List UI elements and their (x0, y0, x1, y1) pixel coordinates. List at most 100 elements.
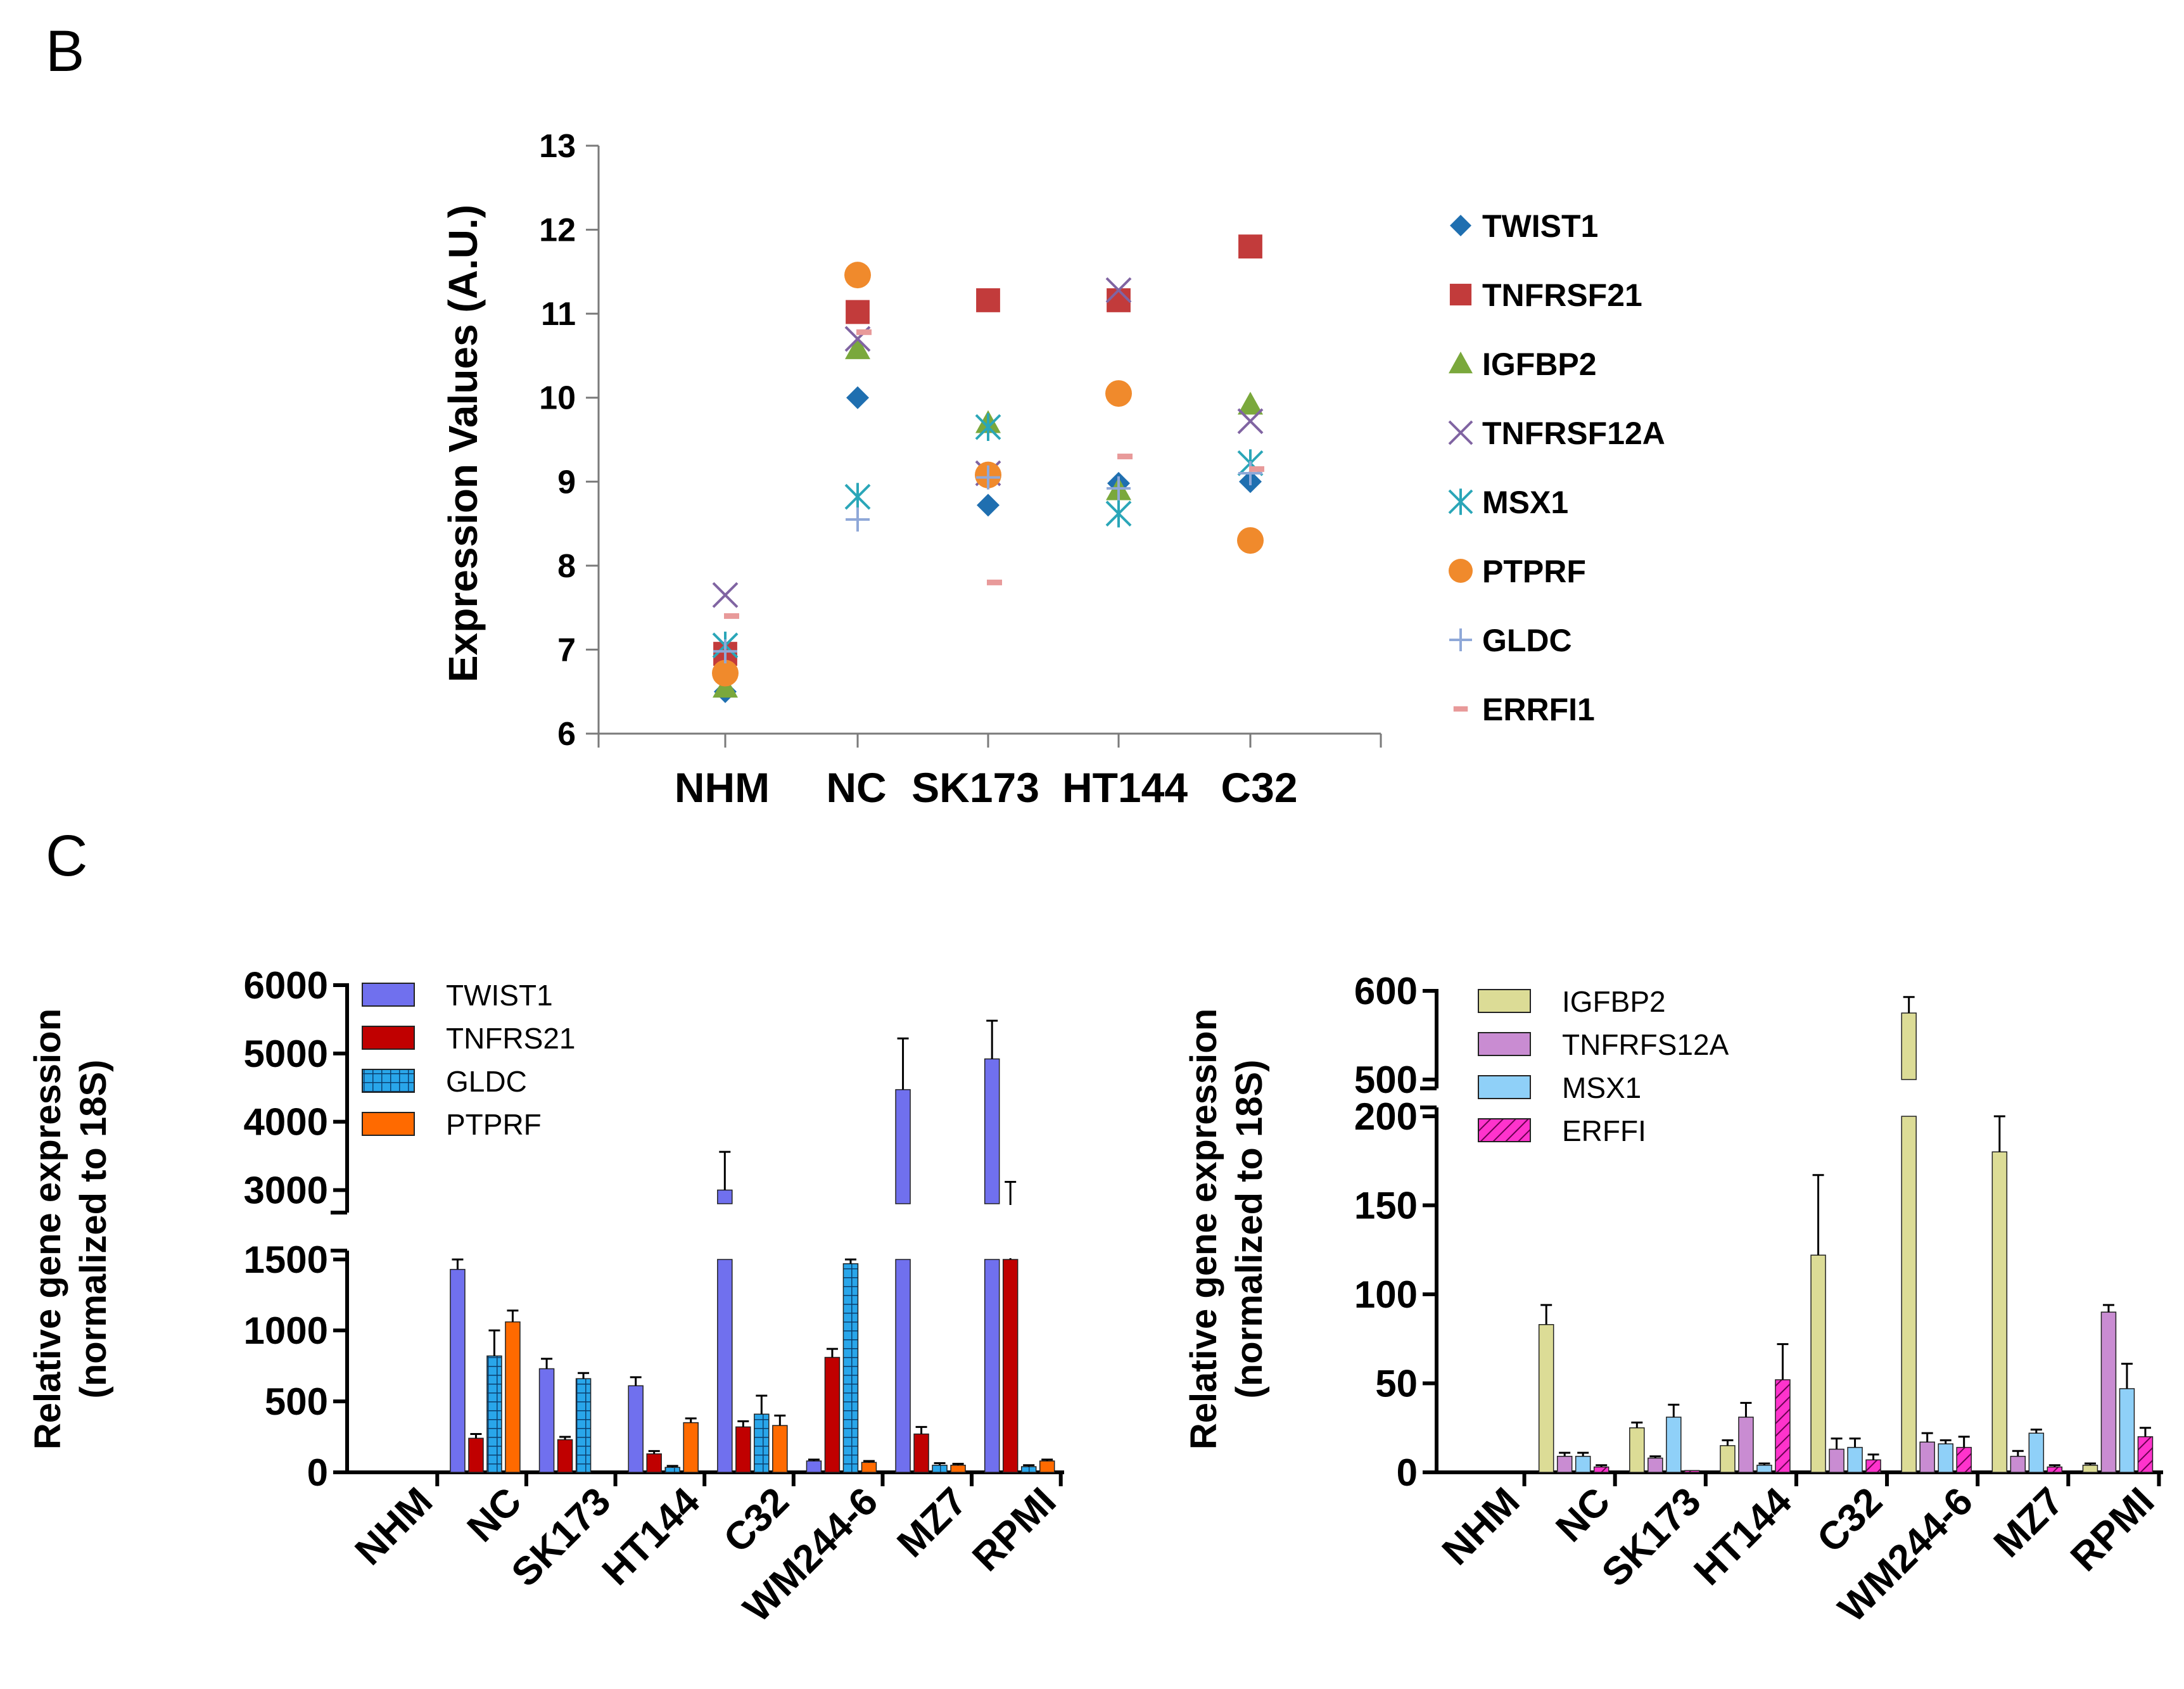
b-y-tick-label: 9 (557, 464, 576, 500)
cl-bar-twist1 (538, 1368, 555, 1473)
cr-bar-tnfrfs12a (2100, 1311, 2117, 1473)
cl-y-axis-title-line2: (normalized to 18S) (73, 1060, 114, 1399)
cl-bar-tnfrs21 (557, 1439, 573, 1473)
b-category-label: HT144 (1062, 764, 1188, 811)
cl-bar-ptprf (950, 1465, 966, 1473)
cr-bar-msx1 (2119, 1388, 2135, 1473)
cr-category-label: NC (1547, 1479, 1618, 1550)
b-point-errfi1 (987, 579, 1002, 585)
b-point-gldc (1107, 476, 1131, 500)
cr-bar-erffi (1865, 1459, 1881, 1473)
cl-bar-ptprf (861, 1462, 877, 1473)
b-point-tnfrsf12a (1237, 408, 1264, 435)
b-legend-marker-igfbp2 (1449, 352, 1473, 374)
b-point-gldc (1238, 461, 1262, 486)
cl-legend-swatch (362, 983, 415, 1007)
cl-category-label: NHM (347, 1479, 441, 1574)
b-category-label: C32 (1221, 764, 1297, 811)
cl-legend-label: TWIST1 (446, 979, 553, 1012)
cr-category-label: MZ7 (1986, 1479, 2072, 1565)
cl-bar-tnfrs21 (913, 1433, 929, 1473)
cl-bar-gldc (664, 1467, 680, 1473)
cl-bar-gldc (842, 1263, 859, 1473)
cl-bar-twist1 (984, 1259, 1000, 1473)
cr-category-label: C32 (1809, 1479, 1891, 1561)
b-category-label: NC (826, 764, 886, 811)
cl-bar-tnfrs21 (646, 1453, 662, 1473)
b-legend-label: TNFRSF12A (1482, 416, 1665, 451)
cl-y-tick-label: 0 (307, 1451, 328, 1494)
b-y-tick-label: 7 (557, 632, 576, 668)
cl-y-tick-label: 3000 (244, 1169, 328, 1211)
cl-bar-twist1 (895, 1259, 911, 1473)
b-point-ptprf (1105, 380, 1132, 407)
cl-axis-break-gap (350, 1205, 1067, 1258)
cl-bar-ptprf (772, 1425, 788, 1473)
cr-y-tick-label: 50 (1375, 1363, 1418, 1405)
b-category-label: NHM (675, 764, 770, 811)
cl-bar-twist1-upper (895, 1089, 911, 1204)
cl-bar-twist1-upper (717, 1189, 733, 1204)
panel-label-b: B (46, 19, 84, 84)
panel-b-scatter-chart: 6 7 8 9 10 11 12 13 NHM NC SK173 HT144 C32 Expression… (440, 128, 1665, 811)
cl-bar-tnfrs21 (735, 1426, 751, 1473)
b-point-errfi1 (1117, 454, 1133, 459)
b-point-tnfrsf21 (976, 288, 1000, 312)
cl-y-axis-title-line1: Relative gene expression (27, 1009, 68, 1450)
cr-bar-igfbp2 (1901, 1116, 1917, 1473)
cr-bar-erffi (1684, 1470, 1700, 1473)
cl-bar-gldc (575, 1378, 592, 1473)
cl-bar-twist1 (717, 1259, 733, 1473)
b-legend-label: IGFBP2 (1482, 347, 1597, 382)
b-y-tick-label: 10 (539, 380, 576, 417)
cr-legend-swatch (1478, 1032, 1531, 1056)
cl-category-label: RPMI (964, 1479, 1064, 1579)
cr-bar-tnfrfs12a (1648, 1457, 1663, 1473)
b-legend-marker-twist1 (1450, 215, 1471, 236)
cr-bar-erffi (2047, 1466, 2063, 1473)
b-point-msx1 (975, 413, 1001, 441)
cl-y-tick-label: 6000 (244, 964, 328, 1007)
b-legend-marker-errfi1 (1453, 706, 1468, 712)
cr-category-label: SK173 (1594, 1479, 1710, 1595)
b-legend-marker-tnfrsf21 (1449, 283, 1472, 306)
cr-y-tick-label: 0 (1397, 1451, 1418, 1494)
b-point-errfi1 (724, 613, 739, 619)
cr-bar-tnfrfs12a (1738, 1417, 1754, 1473)
b-point-msx1 (844, 483, 871, 511)
panel-label-c: C (46, 824, 87, 888)
b-y-axis-title: Expression Values (A.U.) (440, 205, 486, 682)
cl-bar-twist1 (450, 1268, 466, 1473)
cl-y-tick-label: 500 (265, 1380, 328, 1423)
cr-bar-igfbp2-upper (1901, 1012, 1917, 1080)
b-category-label: SK173 (911, 764, 1039, 811)
cl-legend-swatch (362, 1026, 415, 1050)
b-point-twist1 (977, 494, 1000, 517)
cr-y-tick-label: 600 (1354, 970, 1418, 1012)
cl-bar-gldc (932, 1465, 948, 1473)
cr-legend-swatch (1478, 989, 1531, 1013)
cr-bar-msx1 (2028, 1432, 2045, 1473)
cr-axis-break-gap (1439, 1081, 2166, 1115)
cl-bar-ptprf (505, 1321, 521, 1473)
cr-category-label: RPMI (2062, 1479, 2162, 1579)
cr-legend-swatch (1478, 1075, 1531, 1099)
cr-bar-erffi (1775, 1379, 1791, 1473)
cl-bar-tnfrs21 (468, 1437, 484, 1473)
cr-bar-msx1 (1666, 1417, 1682, 1473)
b-point-errfi1 (1249, 466, 1264, 472)
b-legend-marker-gldc (1449, 628, 1472, 651)
cl-legend-label: PTPRF (446, 1108, 542, 1141)
cr-bar-msx1 (1847, 1446, 1863, 1473)
cr-y-axis-title-line1: Relative gene expression (1183, 1009, 1224, 1450)
b-legend-label: GLDC (1482, 623, 1572, 658)
b-point-twist1 (846, 386, 869, 409)
cl-bar-twist1 (628, 1385, 644, 1473)
b-point-ptprf (1237, 527, 1264, 554)
b-point-gldc (976, 465, 1000, 490)
cl-bar-ptprf (1039, 1460, 1055, 1473)
cl-bar-tnfrs21 (824, 1356, 841, 1473)
b-y-tick-label: 11 (541, 296, 576, 333)
